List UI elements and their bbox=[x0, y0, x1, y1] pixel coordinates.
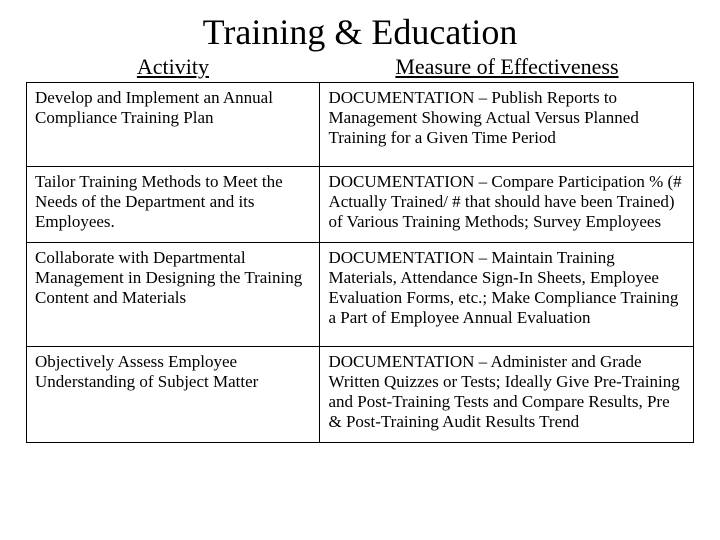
table-row: Develop and Implement an Annual Complian… bbox=[27, 82, 694, 166]
cell-measure: DOCUMENTATION – Compare Participation % … bbox=[320, 166, 694, 242]
cell-measure: DOCUMENTATION – Publish Reports to Manag… bbox=[320, 82, 694, 166]
header-activity: Activity bbox=[26, 54, 320, 80]
column-headers: Activity Measure of Effectiveness bbox=[26, 54, 694, 80]
cell-activity: Tailor Training Methods to Meet the Need… bbox=[27, 166, 320, 242]
cell-activity: Collaborate with Departmental Management… bbox=[27, 243, 320, 347]
header-measure: Measure of Effectiveness bbox=[320, 54, 694, 80]
cell-measure: DOCUMENTATION – Administer and Grade Wri… bbox=[320, 347, 694, 443]
table-row: Objectively Assess Employee Understandin… bbox=[27, 347, 694, 443]
training-table: Develop and Implement an Annual Complian… bbox=[26, 82, 694, 444]
cell-measure: DOCUMENTATION – Maintain Training Materi… bbox=[320, 243, 694, 347]
cell-activity: Objectively Assess Employee Understandin… bbox=[27, 347, 320, 443]
table-row: Collaborate with Departmental Management… bbox=[27, 243, 694, 347]
table-row: Tailor Training Methods to Meet the Need… bbox=[27, 166, 694, 242]
cell-activity: Develop and Implement an Annual Complian… bbox=[27, 82, 320, 166]
slide: Training & Education Activity Measure of… bbox=[0, 0, 720, 540]
slide-title: Training & Education bbox=[26, 14, 694, 52]
